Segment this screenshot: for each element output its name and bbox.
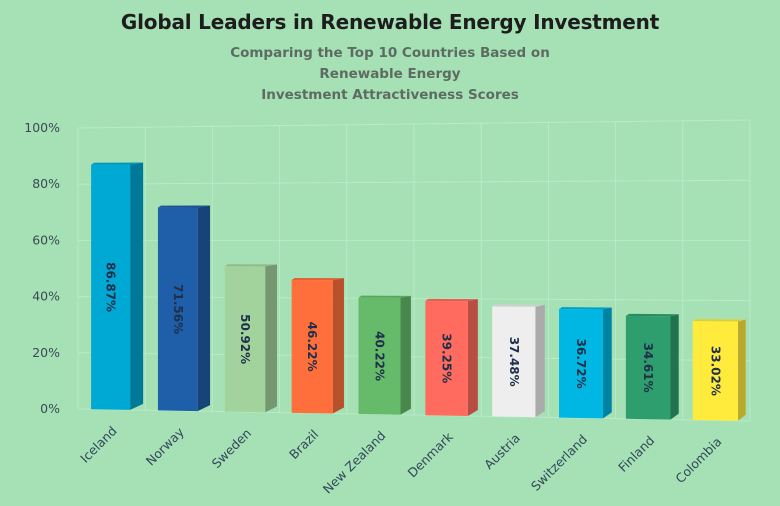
bar-top [157, 205, 211, 208]
x-tick-label: New Zealand [320, 428, 389, 497]
y-tick-label: 20% [32, 345, 60, 360]
bar-front [358, 297, 401, 415]
bar-side [332, 278, 344, 414]
bar-side [738, 319, 746, 421]
data-label: 34.61% [641, 343, 655, 393]
bar-side [602, 307, 612, 419]
y-tick-label: 80% [32, 176, 60, 191]
bar-side [467, 299, 478, 416]
bar-side [535, 304, 545, 418]
bar-brazil[interactable]: 46.22% [291, 277, 344, 414]
x-tick-label: Colombia [672, 434, 724, 486]
x-tick-label: Finland [615, 433, 657, 475]
chart-title: Global Leaders in Renewable Energy Inves… [120, 10, 660, 34]
bar-side [265, 264, 277, 413]
y-tick-label: 0% [40, 401, 60, 416]
bar-front [425, 300, 468, 416]
bar-front [224, 266, 266, 413]
bar-side [670, 314, 679, 420]
x-tick-label: Switzerland [528, 432, 590, 494]
y-tick-label: 100% [24, 120, 60, 135]
bar-side [197, 205, 211, 412]
bar-top [358, 295, 411, 298]
x-tick-label: Brazil [286, 427, 321, 462]
data-label: 46.22% [305, 322, 319, 372]
data-label: 39.25% [440, 333, 454, 383]
bar-top [91, 162, 144, 165]
data-label: 50.92% [238, 314, 252, 364]
bar-top [224, 264, 277, 267]
bar-front [692, 321, 739, 421]
bar-top [625, 313, 679, 317]
bar-front [291, 279, 333, 414]
chart-subtitle-line-2: Investment Attractiveness Scores [261, 87, 519, 103]
data-label: 33.02% [708, 346, 722, 396]
y-axis: 0% 20% 40% 60% 80% 100% [24, 120, 60, 416]
bar-top [425, 298, 478, 302]
y-tick-label: 40% [32, 289, 60, 304]
data-label: 71.56% [171, 284, 185, 334]
bar-front [625, 315, 671, 420]
bar-side [130, 162, 144, 410]
bar-austria[interactable]: 37.48% [492, 304, 545, 418]
bar-top [559, 307, 612, 310]
bar-front [91, 164, 131, 410]
bar-denmark[interactable]: 39.25% [425, 298, 478, 416]
x-tick-label: Denmark [404, 429, 456, 481]
chart-subtitle-line-1: Comparing the Top 10 Countries Based on … [230, 45, 550, 82]
bar-top [492, 304, 545, 307]
bar-new-zealand[interactable]: 40.22% [358, 295, 411, 415]
bar-finland[interactable]: 34.61% [625, 313, 679, 420]
data-label: 36.72% [574, 339, 588, 389]
x-tick-label: Iceland [77, 423, 120, 466]
bar-top [291, 277, 344, 281]
bar-sweden[interactable]: 50.92% [224, 264, 277, 413]
bar-colombia[interactable]: 33.02% [692, 319, 746, 421]
chart-subtitle: Comparing the Top 10 Countries Based on … [190, 43, 590, 106]
bars: 86.87% 71.56% 50.92% 46.22% 40.22% 39.25% 37.4… [91, 162, 746, 421]
bar-top [692, 319, 746, 322]
bar-side [400, 295, 411, 415]
x-tick-label: Sweden [209, 426, 255, 472]
bar-norway[interactable]: 71.56% [157, 205, 211, 412]
data-label: 86.87% [104, 262, 118, 312]
y-tick-label: 60% [32, 232, 60, 247]
bar-front [157, 207, 198, 412]
data-label: 40.22% [372, 331, 386, 381]
bar-front [559, 309, 603, 419]
data-label: 37.48% [507, 337, 521, 387]
bar-iceland[interactable]: 86.87% [91, 162, 144, 410]
x-tick-label: Austria [481, 430, 523, 472]
bar-front [492, 306, 536, 418]
x-tick-label: Norway [143, 424, 188, 469]
bar-switzerland[interactable]: 36.72% [559, 307, 612, 419]
